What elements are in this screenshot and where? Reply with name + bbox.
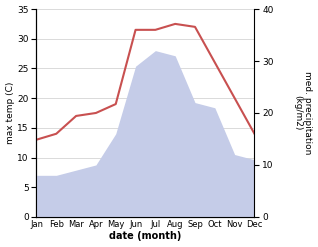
Y-axis label: med. precipitation
(kg/m2): med. precipitation (kg/m2) [293, 71, 313, 155]
X-axis label: date (month): date (month) [109, 231, 182, 242]
Y-axis label: max temp (C): max temp (C) [5, 82, 15, 144]
